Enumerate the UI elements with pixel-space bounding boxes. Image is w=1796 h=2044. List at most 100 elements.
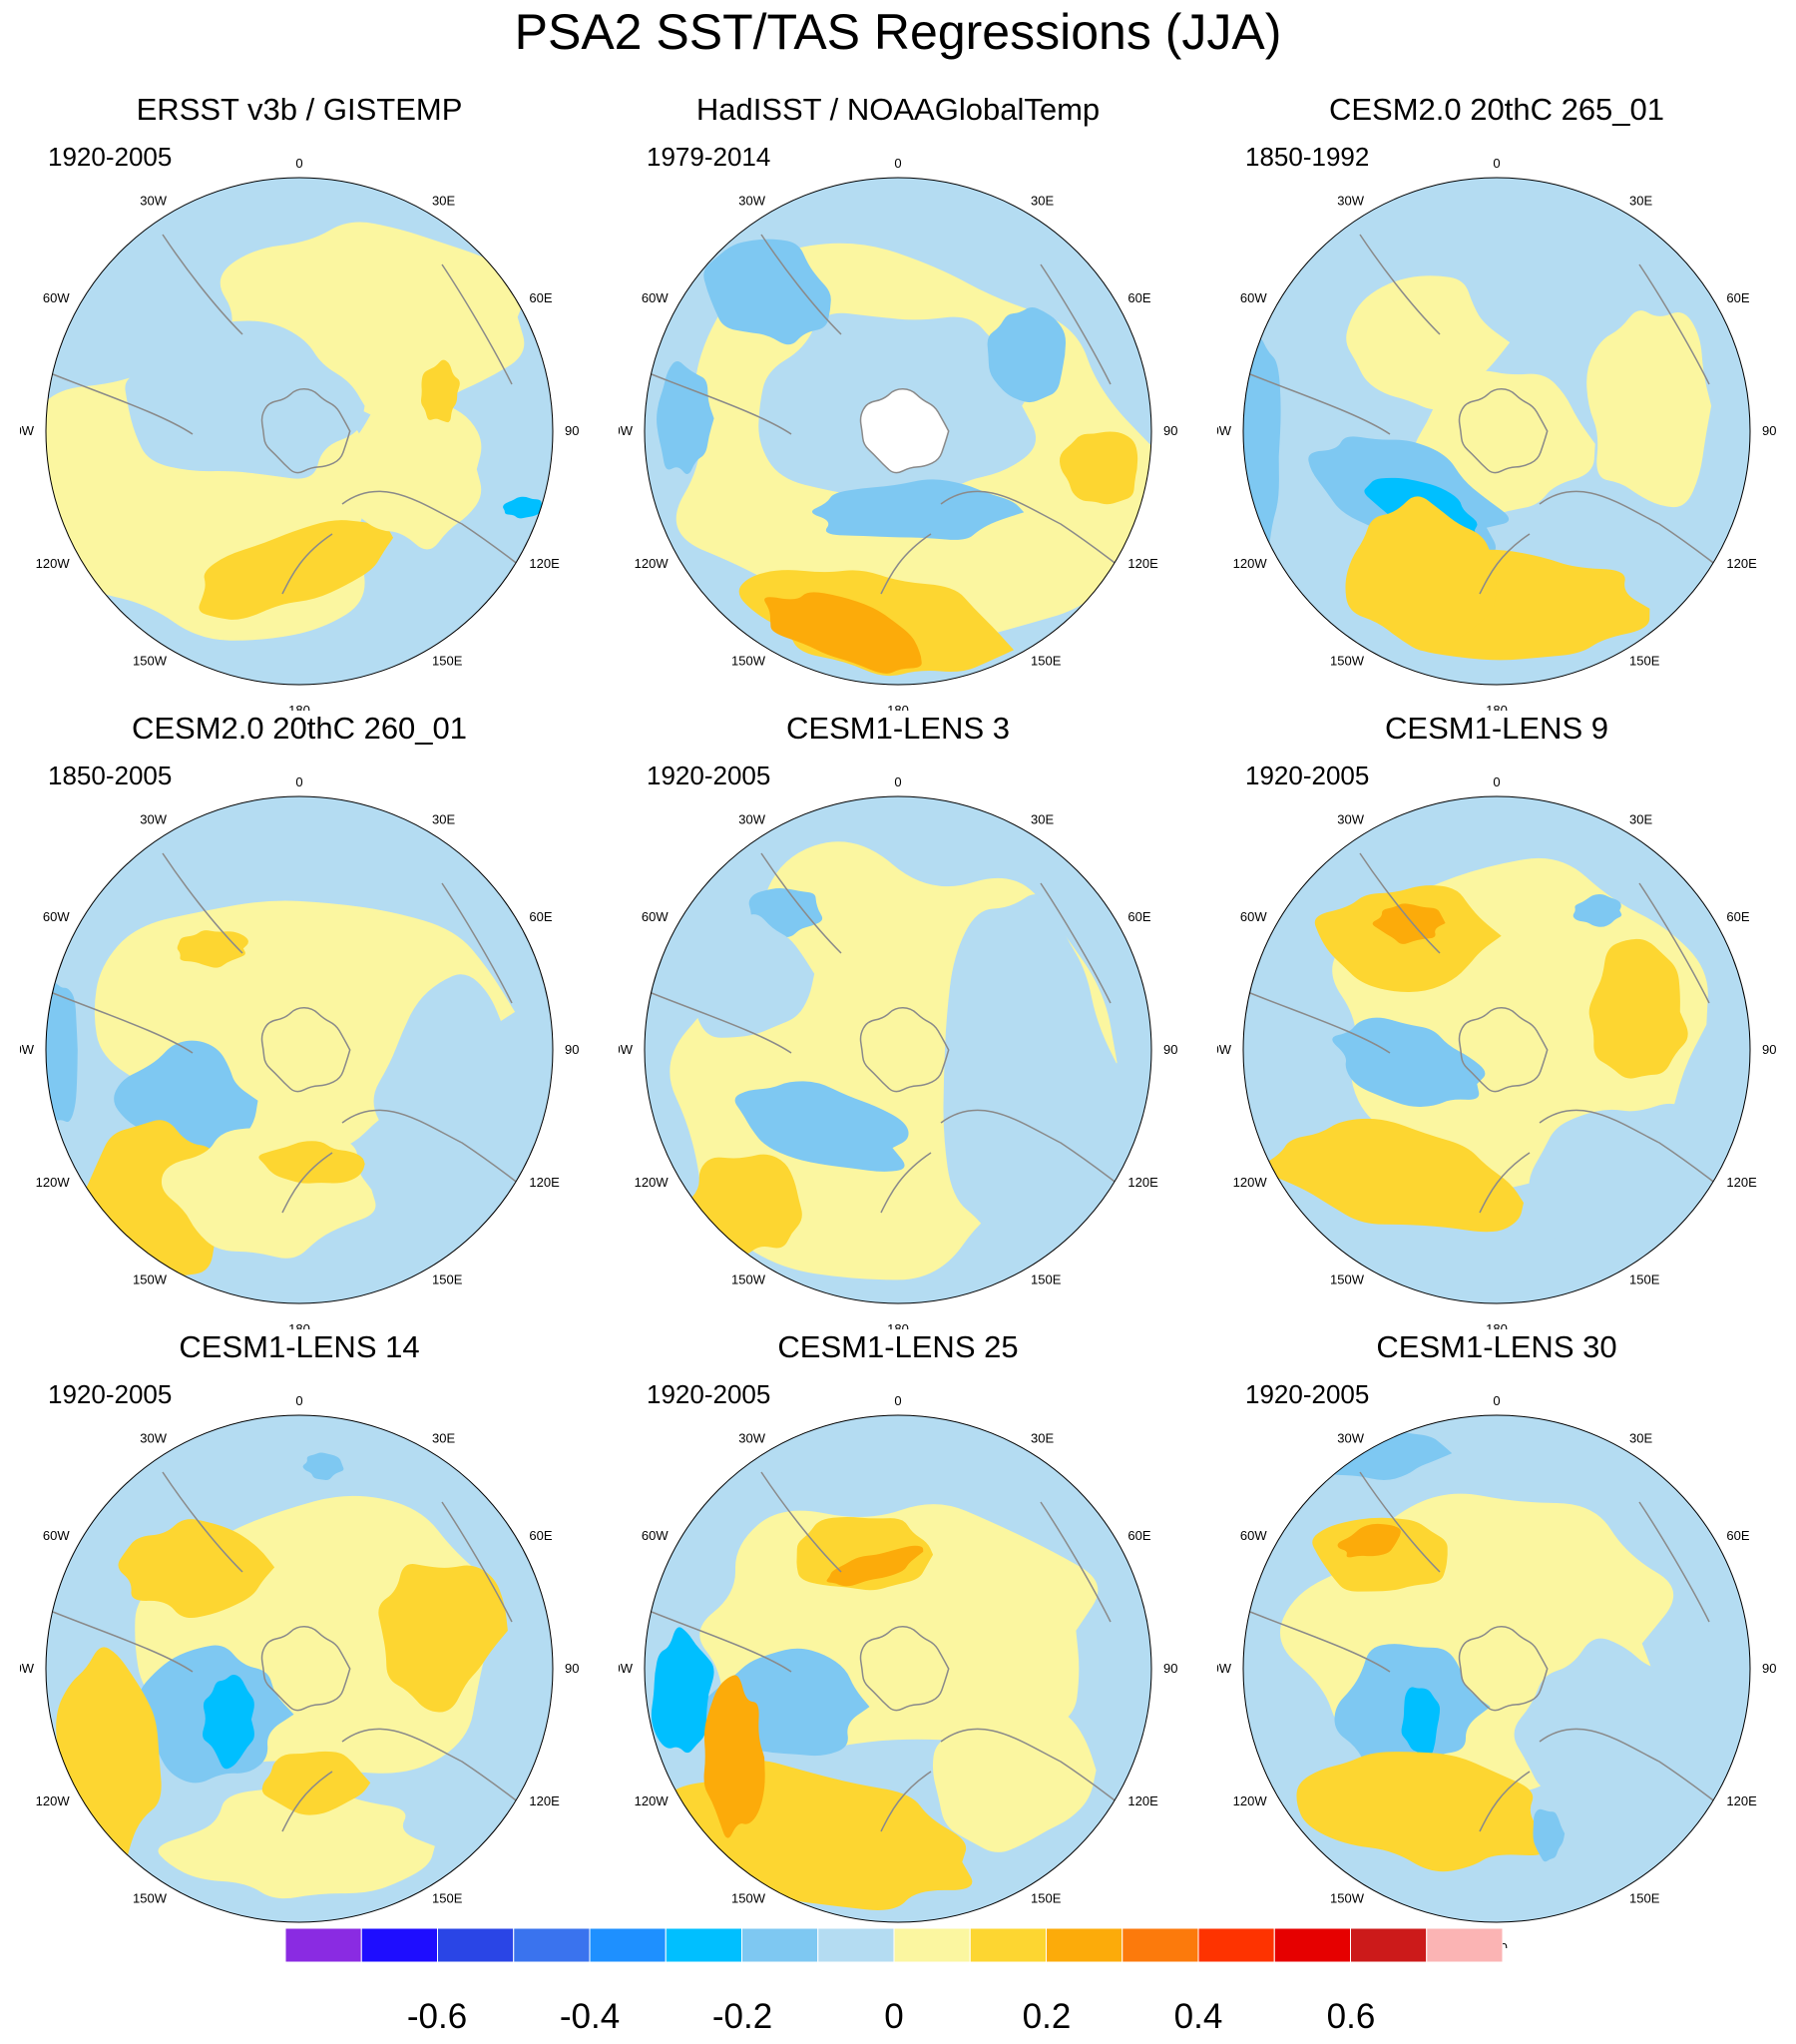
contour-patch [943, 894, 1122, 1254]
panel-title: CESM1-LENS 9 [1385, 711, 1608, 746]
contour-patch [373, 974, 538, 1229]
coastline [651, 992, 792, 1054]
colorbar-box [1350, 1928, 1428, 1963]
contour-patch [337, 391, 482, 550]
polar-map: 030E60E90E120E150E180150W120W90W60W30W [619, 156, 1177, 711]
antarctica-coastline [260, 1007, 351, 1093]
lon-label-l120e: 120E [1726, 556, 1757, 571]
lon-label-l90e: 90E [565, 423, 579, 438]
colorbar-box [1046, 1928, 1123, 1963]
colorbar-box [665, 1928, 742, 1963]
antarctica-coastline [859, 1007, 950, 1093]
lon-label-l180: 180 [1486, 1321, 1508, 1329]
coastline [651, 1611, 792, 1673]
coastline [162, 234, 243, 335]
contour-patch [1332, 1017, 1486, 1107]
map-border [644, 795, 1152, 1304]
lon-label-l90w: 90W [20, 1661, 35, 1676]
lon-label-l30w: 30W [738, 812, 765, 827]
map-border [45, 795, 554, 1304]
lon-label-l120e: 120E [1726, 1793, 1757, 1808]
map-border [1242, 177, 1751, 686]
coastline [1638, 882, 1710, 1004]
polar-map: 030E60E90E120E150E180150W120W90W60W30W [619, 1393, 1177, 1948]
coastline [281, 533, 333, 595]
contour-patch [125, 320, 365, 479]
lon-label-l120w: 120W [36, 1793, 71, 1808]
lon-label-l90e: 90E [565, 1661, 579, 1676]
lon-label-l0: 0 [894, 156, 901, 171]
map-border [1242, 1414, 1751, 1923]
colorbar-tick-m06: -0.6 [407, 1997, 467, 2036]
map-panel: CESM1-LENS 3 1920-2005 0 30E 60E 90E 120E 150E 1… [599, 711, 1197, 1329]
map-panel: CESM1-LENS 9 1920-2005 0 30E 60E 90E 120E 150E 1… [1197, 711, 1796, 1329]
colorbar-boxes [285, 1928, 1503, 1963]
lon-label-l60e: 60E [1127, 1528, 1150, 1543]
lon-label-l150w: 150W [1330, 1890, 1365, 1905]
panel-title: CESM1-LENS 14 [179, 1329, 420, 1364]
lon-label-l60w: 60W [642, 909, 669, 924]
lon-label-l60e: 60E [529, 909, 552, 924]
coastline [441, 882, 513, 1004]
coastline [880, 533, 932, 595]
lon-label-l150e: 150E [432, 653, 463, 668]
lon-label-l150e: 150E [1031, 1890, 1062, 1905]
colorbar-box [285, 1928, 362, 1963]
lon-label-l90w: 90W [1217, 1042, 1232, 1057]
contour-patch [378, 1564, 508, 1713]
lon-label-l30e: 30E [1629, 812, 1652, 827]
contour-patch [1529, 1103, 1723, 1256]
lon-label-l60e: 60E [1127, 290, 1150, 305]
lon-label-l30w: 30W [1337, 812, 1364, 827]
coastline [1040, 882, 1112, 1004]
colorbar-box [893, 1928, 971, 1963]
coastline [1359, 1471, 1441, 1573]
lon-label-l120w: 120W [36, 556, 71, 571]
lon-label-l150w: 150W [133, 653, 168, 668]
lon-label-l120w: 120W [1233, 1175, 1268, 1190]
lon-label-l150w: 150W [133, 1272, 168, 1286]
lon-label-l60e: 60E [529, 1528, 552, 1543]
lon-label-l60e: 60E [1726, 290, 1749, 305]
antarctica-coastline [859, 388, 950, 474]
lon-label-l120e: 120E [1726, 1175, 1757, 1190]
colorbar: -0.6 -0.4 -0.2 0 0.2 0.4 0.6 [285, 1928, 1503, 2036]
lon-label-l60w: 60W [43, 909, 70, 924]
lon-label-l0: 0 [894, 774, 901, 789]
map-panel: ERSST v3b / GISTEMP 1920-2005 0 30E 60E 90E 12… [0, 92, 599, 711]
contour-patch [421, 359, 460, 423]
lon-label-l90w: 90W [619, 423, 634, 438]
coastline [1249, 992, 1391, 1054]
lon-label-l90w: 90W [619, 1042, 634, 1057]
coastline [760, 1471, 842, 1573]
coastline [1249, 1611, 1391, 1673]
lon-label-l30e: 30E [1629, 1431, 1652, 1446]
lon-label-l90w: 90W [1217, 1661, 1232, 1676]
contour-patch [703, 239, 831, 345]
lon-label-l150w: 150W [133, 1890, 168, 1905]
lon-label-l30e: 30E [432, 194, 455, 209]
lon-label-l180: 180 [1486, 703, 1508, 711]
contour-patch [1372, 903, 1446, 944]
contour-patch [1059, 431, 1138, 505]
lon-label-l150w: 150W [731, 1272, 766, 1286]
coastline [1249, 373, 1391, 435]
coastline [1638, 1501, 1710, 1623]
polar-map: 030E60E90E120E150E180150W120W90W60W30W [20, 156, 579, 711]
lon-label-l120e: 120E [1127, 556, 1158, 571]
figure-title: PSA2 SST/TAS Regressions (JJA) [514, 4, 1282, 60]
contour-patch [734, 1081, 909, 1172]
contour-patch [1588, 938, 1688, 1079]
lon-label-l60e: 60E [1726, 1528, 1749, 1543]
lon-label-l150e: 150E [1031, 1272, 1062, 1286]
panel-period: 1920-2005 [647, 761, 771, 790]
contour-patch [657, 361, 714, 475]
lon-label-l60e: 60E [1127, 909, 1150, 924]
panel-title: CESM1-LENS 30 [1376, 1329, 1617, 1364]
coastline [162, 1471, 243, 1573]
lon-label-l150e: 150E [1629, 1890, 1660, 1905]
contour-patch [651, 1627, 714, 1754]
lon-label-l30e: 30E [1031, 1431, 1054, 1446]
panel-period: 1850-1992 [1245, 142, 1370, 172]
